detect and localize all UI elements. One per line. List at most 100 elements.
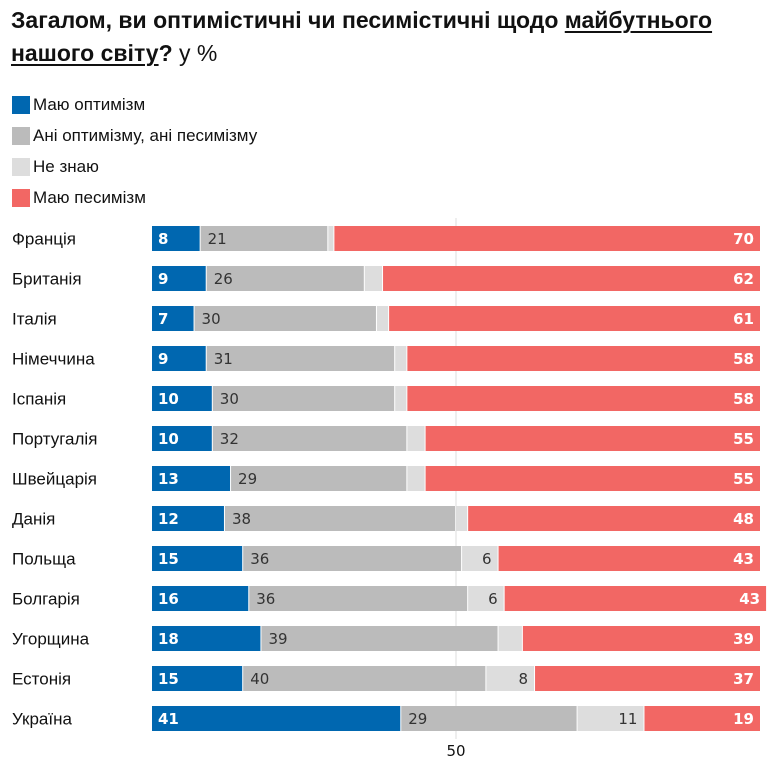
- category-label: Британія: [12, 270, 82, 289]
- segment-pessimism: [522, 626, 760, 651]
- legend-label-optimism: Маю оптимізм: [33, 94, 146, 114]
- category-label: Данія: [12, 510, 55, 529]
- data-label: 8: [158, 230, 168, 248]
- category-label: Іспанія: [12, 390, 66, 409]
- data-label: 38: [232, 510, 251, 528]
- bar-row: Швейцарія 13 29 55: [12, 466, 760, 491]
- segment-neutral: [224, 506, 455, 531]
- data-label: 58: [733, 350, 754, 368]
- data-label: 29: [238, 470, 257, 488]
- bar-row: Угорщина 18 39 39: [12, 626, 760, 651]
- segment-pessimism: [504, 586, 767, 611]
- legend-item-optimism: Маю оптимізм: [12, 89, 257, 120]
- segment-dont-know: [468, 586, 504, 611]
- data-label: 7: [158, 310, 168, 328]
- legend: Маю оптимізм Ані оптимізму, ані песимізм…: [12, 89, 257, 213]
- segment-neutral: [200, 226, 328, 251]
- category-label: Португалія: [12, 430, 97, 449]
- chart-title: Загалом, ви оптимістичні чи песимістичні…: [11, 4, 751, 70]
- segment-pessimism: [389, 306, 760, 331]
- data-label: 6: [488, 590, 498, 608]
- data-label: 21: [208, 230, 227, 248]
- segment-optimism: [152, 506, 224, 531]
- category-label: Болгарія: [12, 590, 80, 609]
- segment-neutral: [243, 546, 462, 571]
- segment-optimism: [152, 386, 212, 411]
- data-label: 11: [618, 710, 637, 728]
- data-label: 36: [256, 590, 275, 608]
- category-label: Швейцарія: [12, 470, 97, 489]
- data-label: 30: [202, 310, 221, 328]
- bar-row: Франція 8 21 70: [12, 226, 760, 251]
- category-label: Німеччина: [12, 350, 95, 369]
- segment-dont-know: [498, 626, 522, 651]
- data-label: 39: [268, 630, 287, 648]
- segment-optimism: [152, 586, 249, 611]
- segment-pessimism: [535, 666, 760, 691]
- segment-neutral: [212, 426, 407, 451]
- data-label: 19: [733, 710, 754, 728]
- legend-label-pessimism: Маю песимізм: [33, 187, 146, 207]
- segment-pessimism: [407, 346, 760, 371]
- legend-label-neutral: Ані оптимізму, ані песимізму: [33, 125, 258, 145]
- data-label: 32: [220, 430, 239, 448]
- segment-neutral: [231, 466, 407, 491]
- data-label: 36: [250, 550, 269, 568]
- segment-neutral: [212, 386, 395, 411]
- segment-dont-know: [486, 666, 535, 691]
- data-label: 48: [733, 510, 754, 528]
- data-label: 10: [158, 390, 179, 408]
- segment-neutral: [261, 626, 498, 651]
- data-label: 43: [733, 550, 754, 568]
- data-label: 12: [158, 510, 179, 528]
- segment-dont-know: [376, 306, 389, 331]
- bar-row: Польща 15 36 6 43: [12, 546, 760, 571]
- data-label: 18: [158, 630, 179, 648]
- data-label: 58: [733, 390, 754, 408]
- legend-item-neutral: Ані оптимізму, ані песимізму: [12, 120, 257, 151]
- segment-pessimism: [334, 226, 760, 251]
- segment-pessimism: [425, 466, 760, 491]
- data-label: 26: [214, 270, 233, 288]
- data-label: 15: [158, 550, 179, 568]
- bar-row: Болгарія 16 36 6 43: [12, 586, 767, 611]
- data-label: 6: [482, 550, 492, 568]
- legend-item-pessimism: Маю песимізм: [12, 182, 257, 213]
- data-label: 9: [158, 350, 168, 368]
- title-text: Загалом, ви оптимістичні чи песимістичні…: [11, 7, 565, 33]
- segment-dont-know: [364, 266, 383, 291]
- x-tick-label: 50: [446, 742, 465, 760]
- title-underlined-text: майбутнього нашого світу: [11, 7, 713, 66]
- data-label: 70: [733, 230, 754, 248]
- data-label: 55: [733, 430, 754, 448]
- data-label: 39: [733, 630, 754, 648]
- category-label: Угорщина: [12, 630, 90, 649]
- bar-row: Іспанія 10 30 58: [12, 386, 760, 411]
- data-label: 37: [733, 670, 754, 688]
- segment-pessimism: [468, 506, 760, 531]
- segment-neutral: [206, 346, 395, 371]
- category-label: Італія: [12, 310, 57, 329]
- bar-row: Німеччина 9 31 58: [12, 346, 760, 371]
- legend-swatch-optimism: [12, 95, 30, 114]
- segment-optimism: [152, 666, 243, 691]
- segment-optimism: [152, 466, 231, 491]
- data-label: 43: [739, 590, 760, 608]
- segment-optimism: [152, 306, 194, 331]
- segment-pessimism: [498, 546, 760, 571]
- segment-dont-know: [462, 546, 498, 571]
- segment-optimism: [152, 266, 206, 291]
- data-label: 10: [158, 430, 179, 448]
- segment-pessimism: [383, 266, 760, 291]
- legend-label-dont-know: Не знаю: [33, 156, 99, 176]
- category-label: Україна: [12, 710, 72, 729]
- segment-dont-know: [328, 226, 334, 251]
- data-label: 15: [158, 670, 179, 688]
- legend-swatch-neutral: [12, 126, 30, 145]
- data-label: 41: [158, 710, 179, 728]
- category-label: Польща: [12, 550, 76, 569]
- data-label: 13: [158, 470, 179, 488]
- segment-pessimism: [644, 706, 760, 731]
- segment-optimism: [152, 426, 212, 451]
